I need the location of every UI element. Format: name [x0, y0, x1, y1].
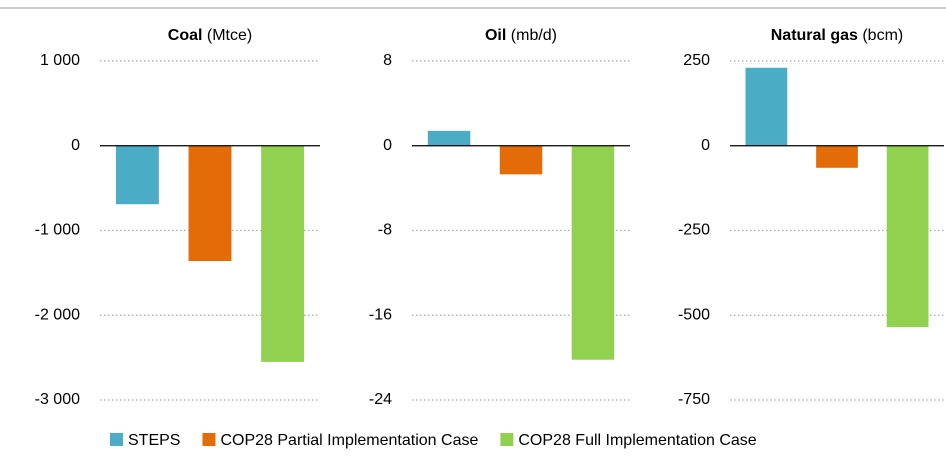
y-tick-label: 8: [383, 52, 392, 69]
y-tick-label: 0: [383, 137, 392, 154]
bar: [188, 145, 232, 262]
panel-title: Oil (mb/d): [485, 27, 557, 44]
title-name: Coal: [168, 27, 203, 44]
y-tick-label: 0: [71, 137, 80, 154]
legend-label: COP28 Partial Implementation Case: [220, 432, 478, 449]
y-tick-label: 250: [683, 52, 710, 69]
bar: [745, 67, 788, 146]
y-tick-label: -500: [678, 306, 710, 323]
legend-swatch: [202, 433, 216, 446]
panel-title: Natural gas (bcm): [771, 27, 903, 44]
bar: [427, 130, 471, 146]
bar: [886, 145, 929, 328]
legend-swatch: [500, 433, 514, 446]
title-name: Oil: [485, 27, 506, 44]
title-unit: (Mtce): [207, 27, 252, 44]
panel-title: Coal (Mtce): [168, 27, 252, 44]
title-unit: (mb/d): [511, 27, 557, 44]
legend-label: STEPS: [128, 432, 180, 449]
y-tick-label: -24: [369, 391, 392, 408]
y-tick-label: -250: [678, 222, 710, 239]
bar: [571, 145, 615, 360]
title-name: Natural gas: [771, 27, 858, 44]
legend-label: COP28 Full Implementation Case: [518, 432, 756, 449]
y-tick-label: 1 000: [40, 52, 80, 69]
bar: [261, 145, 305, 362]
bar: [499, 145, 543, 175]
y-tick-label: -16: [369, 306, 392, 323]
bar: [816, 145, 858, 168]
title-unit: (bcm): [862, 27, 903, 44]
y-tick-label: -2 000: [35, 306, 80, 323]
legend-swatch: [110, 433, 123, 446]
y-tick-label: -3 000: [35, 391, 80, 408]
y-tick-label: -8: [378, 222, 392, 239]
y-tick-label: 0: [701, 137, 710, 154]
y-tick-label: -1 000: [35, 222, 80, 239]
y-tick-label: -750: [678, 391, 710, 408]
bar: [115, 145, 159, 205]
